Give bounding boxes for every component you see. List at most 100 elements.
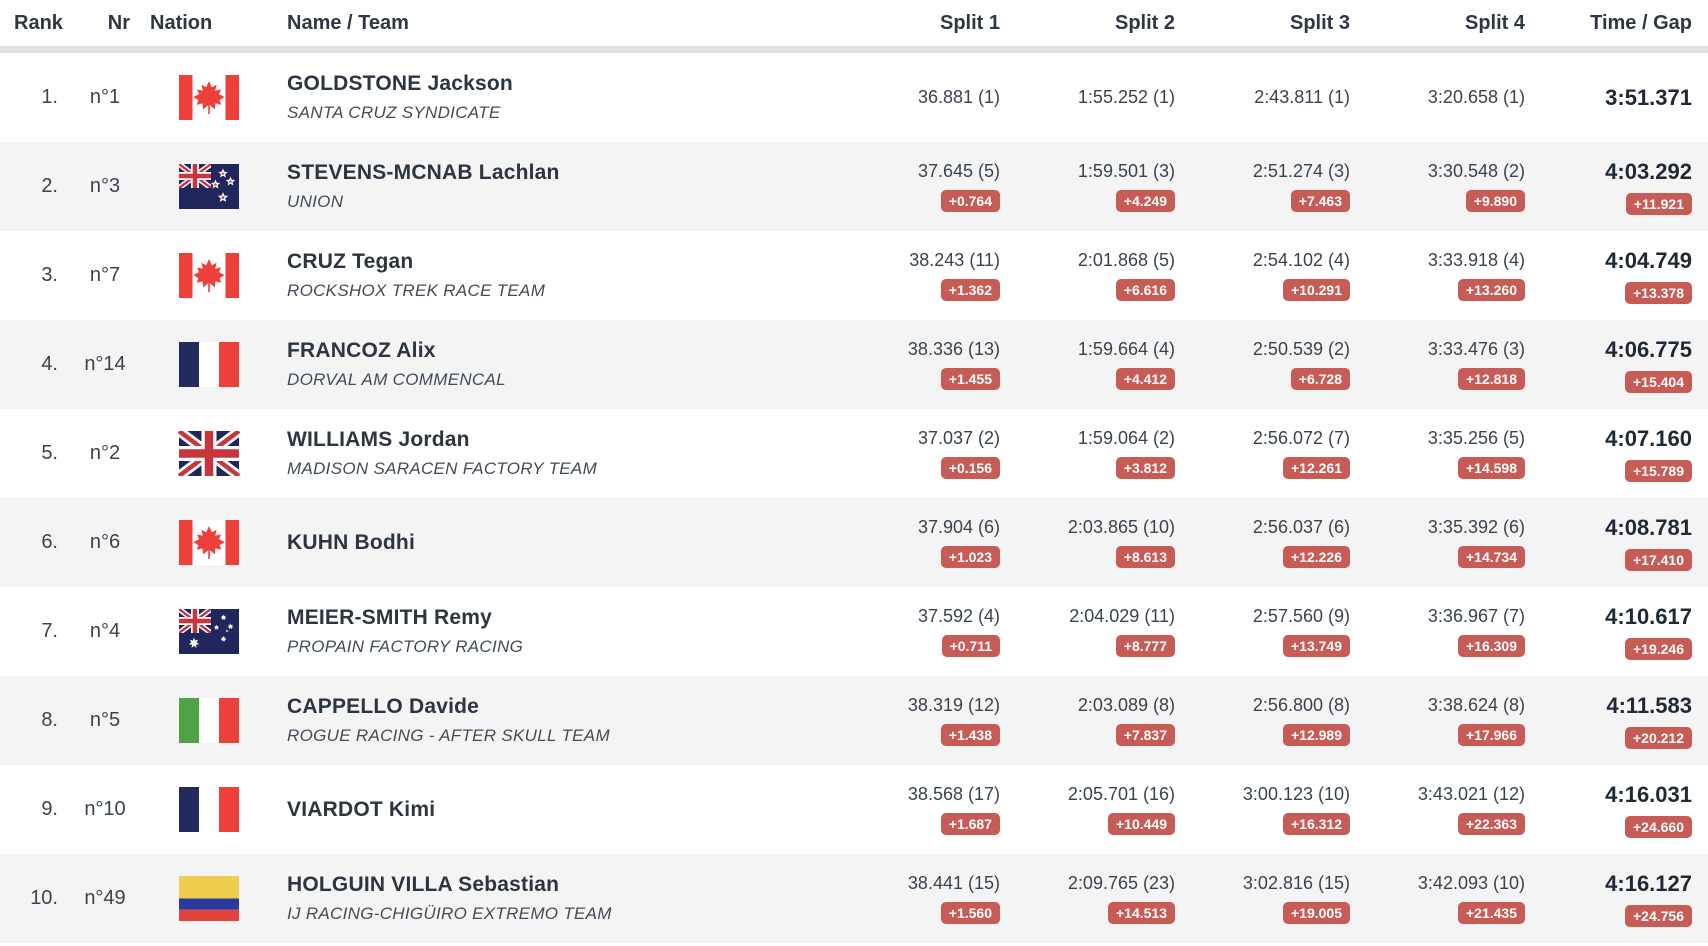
gap-badge: +9.890: [1465, 190, 1525, 212]
split-4-cell: 3:43.021 (12) +22.363: [1350, 784, 1525, 835]
split-3-cell: 2:57.560 (9) +13.749: [1175, 606, 1350, 657]
time-gap-badge: +11.921: [1625, 192, 1692, 215]
split-time: 3:00.123 (10): [1242, 784, 1350, 804]
split-time: 36.881 (1): [917, 87, 1000, 107]
table-row[interactable]: 3. n°7 CRUZ Tegan ROCKSHOX TREK RACE TEA…: [0, 231, 1708, 320]
split-4-cell: 3:36.967 (7) +16.309: [1350, 606, 1525, 657]
table-row[interactable]: 4. n°14 FRANCOZ Alix DORVAL AM COMMENCAL…: [0, 320, 1708, 409]
gap-badge: +1.362: [940, 279, 1000, 301]
final-time: 4:16.127: [1605, 870, 1692, 896]
time-gap-cell: 4:07.160 +15.789: [1525, 426, 1708, 482]
split-time: 2:09.765 (23): [1067, 873, 1175, 893]
rider-name: WILLIAMS Jordan: [287, 428, 470, 451]
table-row[interactable]: 10. n°49 HOLGUIN VILLA Sebastian IJ RACI…: [0, 854, 1708, 943]
split-time: 3:35.256 (5): [1427, 428, 1525, 448]
rider-name: MEIER-SMITH Remy: [287, 606, 493, 629]
gap-badge: +12.261: [1283, 457, 1350, 479]
split-time: 2:01.868 (5): [1077, 250, 1175, 270]
nation-cell: [140, 787, 265, 832]
team-name: MADISON SARACEN FACTORY TEAM: [287, 459, 598, 478]
team-name: UNION: [287, 192, 344, 211]
table-row[interactable]: 6. n°6 KUHN Bodhi 37.904 (6) +1.023 2:03…: [0, 498, 1708, 587]
split-4-cell: 3:38.624 (8) +17.966: [1350, 695, 1525, 746]
gap-badge: +22.363: [1458, 813, 1525, 835]
split-1-cell: 37.904 (6) +1.023: [825, 517, 1000, 568]
rider-name: HOLGUIN VILLA Sebastian: [287, 873, 560, 896]
final-time: 4:11.583: [1606, 692, 1692, 718]
table-row[interactable]: 2. n°3 STEVENS-MCNAB Lachlan UNION 37.64…: [0, 142, 1708, 231]
gap-badge: +0.711: [941, 635, 1000, 657]
split-time: 3:38.624 (8): [1427, 695, 1525, 715]
name-team-cell: CRUZ Tegan ROCKSHOX TREK RACE TEAM: [265, 250, 825, 301]
split-4-cell: 3:35.256 (5) +14.598: [1350, 428, 1525, 479]
split-time: 3:33.476 (3): [1427, 339, 1525, 359]
split-2-cell: 2:05.701 (16) +10.449: [1000, 784, 1175, 835]
split-3-cell: 2:50.539 (2) +6.728: [1175, 339, 1350, 390]
time-gap-badge: +24.660: [1625, 815, 1692, 838]
table-row[interactable]: 1. n°1 GOLDSTONE Jackson SANTA CRUZ SYND…: [0, 53, 1708, 142]
split-time: 1:59.664 (4): [1077, 339, 1175, 359]
split-2-cell: 2:03.865 (10) +8.613: [1000, 517, 1175, 568]
split-1-cell: 37.037 (2) +0.156: [825, 428, 1000, 479]
nation-cell: [140, 876, 265, 921]
split-time: 2:51.274 (3): [1252, 161, 1350, 181]
gap-badge: +14.734: [1458, 546, 1525, 568]
name-team-cell: GOLDSTONE Jackson SANTA CRUZ SYNDICATE: [265, 72, 825, 123]
gap-badge: +16.312: [1283, 813, 1350, 835]
split-2-cell: 2:03.089 (8) +7.837: [1000, 695, 1175, 746]
split-3-cell: 2:56.072 (7) +12.261: [1175, 428, 1350, 479]
gap-badge: +8.613: [1115, 546, 1175, 568]
nation-cell: [140, 698, 265, 743]
header-nr: Nr: [107, 11, 130, 34]
split-1-cell: 38.568 (17) +1.687: [825, 784, 1000, 835]
nation-cell: [140, 164, 265, 209]
rank-cell: 5.: [41, 442, 58, 464]
table-row[interactable]: 7. n°4 MEIER-SMITH Remy PROPAIN FACTORY …: [0, 587, 1708, 676]
team-name: ROCKSHOX TREK RACE TEAM: [287, 281, 546, 300]
split-4-cell: 3:30.548 (2) +9.890: [1350, 161, 1525, 212]
italy-flag: [178, 698, 240, 743]
team-name: IJ RACING-CHIGÜIRO EXTREMO TEAM: [287, 904, 612, 923]
name-team-cell: MEIER-SMITH Remy PROPAIN FACTORY RACING: [265, 606, 825, 657]
bib-number: n°49: [84, 887, 126, 909]
split-1-cell: 36.881 (1): [825, 87, 1000, 108]
split-time: 2:56.037 (6): [1252, 517, 1350, 537]
split-2-cell: 1:59.664 (4) +4.412: [1000, 339, 1175, 390]
split-time: 1:59.501 (3): [1077, 161, 1175, 181]
name-team-cell: VIARDOT Kimi: [265, 798, 825, 822]
final-time: 4:10.617: [1605, 603, 1692, 629]
header-split-3: Split 3: [1289, 11, 1350, 34]
split-time: 2:57.560 (9): [1252, 606, 1350, 626]
header-rank: Rank: [14, 11, 63, 34]
name-team-cell: HOLGUIN VILLA Sebastian IJ RACING-CHIGÜI…: [265, 873, 825, 924]
header-split-1: Split 1: [939, 11, 1000, 34]
split-time: 3:43.021 (12): [1417, 784, 1525, 804]
name-team-cell: STEVENS-MCNAB Lachlan UNION: [265, 161, 825, 212]
split-time: 1:59.064 (2): [1077, 428, 1175, 448]
split-1-cell: 37.592 (4) +0.711: [825, 606, 1000, 657]
gap-badge: +6.728: [1290, 368, 1350, 390]
rider-name: GOLDSTONE Jackson: [287, 72, 513, 95]
team-name: SANTA CRUZ SYNDICATE: [287, 103, 501, 122]
split-2-cell: 1:59.501 (3) +4.249: [1000, 161, 1175, 212]
split-time: 3:42.093 (10): [1417, 873, 1525, 893]
gap-badge: +21.435: [1458, 902, 1525, 924]
split-1-cell: 38.243 (11) +1.362: [825, 250, 1000, 301]
nation-cell: [140, 609, 265, 654]
nation-cell: [140, 253, 265, 298]
table-row[interactable]: 9. n°10 VIARDOT Kimi 38.568 (17) +1.687 …: [0, 765, 1708, 854]
split-time: 2:03.089 (8): [1077, 695, 1175, 715]
final-time: 4:08.781: [1605, 514, 1692, 540]
time-gap-cell: 4:16.031 +24.660: [1525, 782, 1708, 838]
final-time: 4:07.160: [1605, 425, 1692, 451]
table-row[interactable]: 8. n°5 CAPPELLO Davide ROGUE RACING - AF…: [0, 676, 1708, 765]
gap-badge: +14.513: [1108, 902, 1175, 924]
bib-number: n°10: [84, 798, 126, 820]
split-2-cell: 2:09.765 (23) +14.513: [1000, 873, 1175, 924]
final-time: 4:16.031: [1605, 781, 1692, 807]
name-team-cell: CAPPELLO Davide ROGUE RACING - AFTER SKU…: [265, 695, 825, 746]
split-time: 3:20.658 (1): [1427, 87, 1525, 107]
table-row[interactable]: 5. n°2 WILLIAMS Jordan MADISON SARACEN F…: [0, 409, 1708, 498]
rank-cell: 8.: [41, 709, 58, 731]
split-3-cell: 3:00.123 (10) +16.312: [1175, 784, 1350, 835]
